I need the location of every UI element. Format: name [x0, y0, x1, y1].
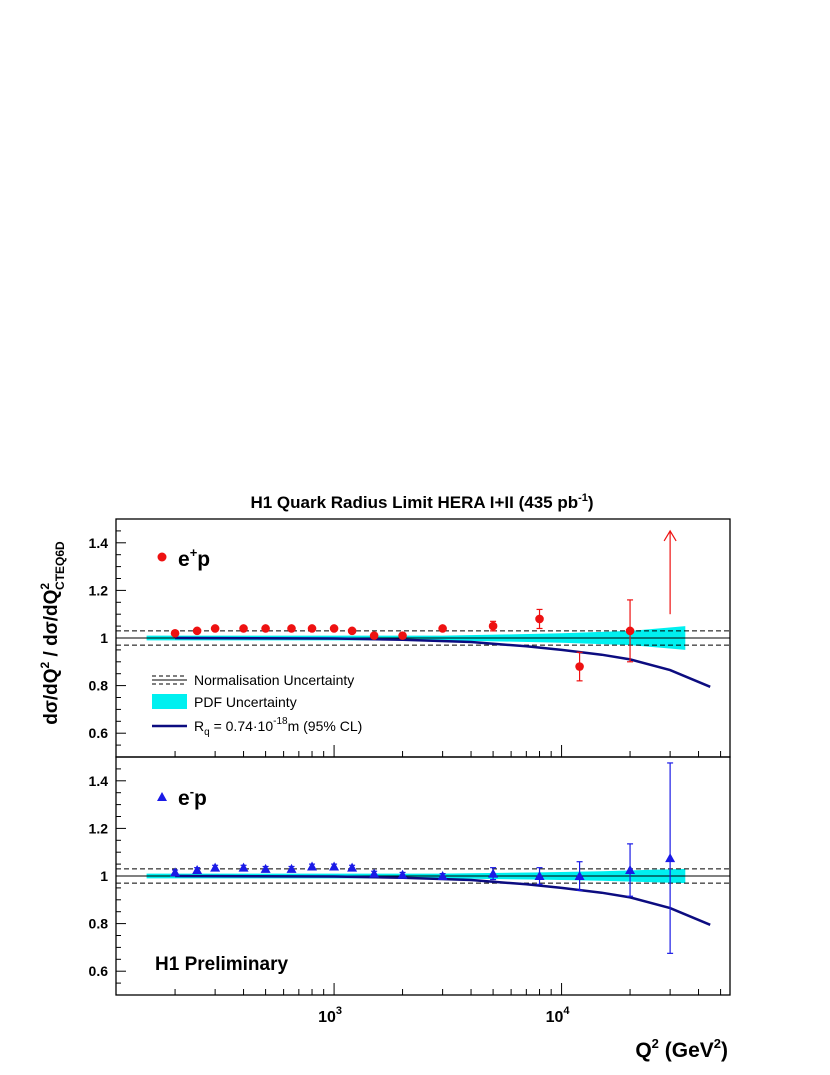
data-point-top-11 — [438, 624, 447, 633]
data-point-bottom-3 — [238, 862, 249, 872]
y-tick-label-top-2: 1 — [100, 630, 108, 646]
data-point-top-7 — [329, 624, 339, 633]
chart-title: H1 Quark Radius Limit HERA I+II (435 pb-… — [250, 492, 593, 512]
data-point-bottom-7 — [329, 861, 340, 871]
data-point-bottom-14 — [574, 871, 585, 880]
legend-pdf-swatch — [152, 694, 187, 709]
data-point-top-3 — [239, 624, 248, 633]
legend-norm-label: Normalisation Uncertainty — [194, 672, 354, 688]
data-point-top-15 — [625, 626, 635, 636]
legend-marker-eminus — [157, 792, 167, 801]
data-point-bottom-12 — [488, 868, 499, 878]
y-tick-label-bottom-0: 0.6 — [89, 963, 109, 979]
data-point-top-2 — [210, 624, 220, 633]
data-point-bottom-10 — [397, 869, 408, 879]
data-point-top-4 — [261, 624, 270, 633]
x-tick-label-0: 103 — [318, 1005, 342, 1026]
data-point-top-9 — [369, 631, 379, 640]
y-tick-label-bottom-2: 1 — [100, 868, 108, 884]
y-tick-label-top-4: 1.4 — [89, 535, 109, 551]
data-point-top-10 — [398, 631, 407, 640]
y-tick-label-top-3: 1.2 — [89, 582, 109, 598]
data-point-bottom-5 — [286, 863, 297, 873]
data-point-top-0 — [170, 628, 180, 638]
y-axis-label: dσ/dQ2 / dσ/dQ2CTEQ6D — [38, 541, 67, 725]
data-point-bottom-1 — [192, 865, 203, 875]
data-point-bottom-16 — [665, 853, 676, 863]
panel-label-eminus: e-p — [178, 784, 207, 810]
y-tick-label-bottom-4: 1.4 — [89, 773, 109, 789]
data-point-top-13 — [535, 614, 544, 624]
data-point-bottom-9 — [369, 868, 380, 878]
panel-label-eplus: e+p — [178, 545, 210, 571]
data-point-top-1 — [192, 626, 202, 636]
data-point-bottom-11 — [437, 871, 448, 880]
limit-arrow-head-top — [663, 529, 677, 542]
data-point-bottom-4 — [260, 863, 271, 873]
data-point-bottom-6 — [307, 861, 318, 871]
rq-curve-top — [175, 636, 711, 688]
legend: Normalisation Uncertainty PDF Uncertaint… — [152, 672, 362, 738]
data-point-bottom-8 — [347, 862, 358, 872]
data-point-top-8 — [347, 626, 357, 636]
data-point-top-12 — [488, 621, 498, 631]
y-tick-label-top-0: 0.6 — [89, 725, 109, 741]
preliminary-label: H1 Preliminary — [155, 954, 288, 975]
data-point-bottom-13 — [534, 871, 545, 880]
y-tick-label-top-1: 0.8 — [89, 678, 109, 694]
plot-layer: 0.6 0.8 1 1.2 1.4 0.6 0.8 1 1.2 1.4 103 104 — [89, 518, 731, 1026]
data-point-top-5 — [287, 624, 296, 633]
legend-marker-eplus — [157, 552, 167, 562]
legend-rq-label: Rq = 0.74·10-18m (95% CL) — [194, 716, 362, 738]
data-point-bottom-2 — [210, 862, 221, 872]
rq-curve-bottom — [175, 874, 711, 926]
legend-pdf-label: PDF Uncertainty — [194, 694, 297, 710]
y-tick-label-bottom-3: 1.2 — [89, 820, 109, 836]
y-tick-label-bottom-1: 0.8 — [89, 916, 109, 932]
x-axis-label: Q2 (GeV2) — [635, 1036, 728, 1062]
data-point-bottom-15 — [625, 865, 636, 875]
x-tick-label-1: 104 — [546, 1005, 571, 1026]
data-point-bottom-0 — [170, 867, 181, 877]
data-point-top-14 — [575, 662, 584, 671]
data-point-top-6 — [307, 624, 317, 633]
